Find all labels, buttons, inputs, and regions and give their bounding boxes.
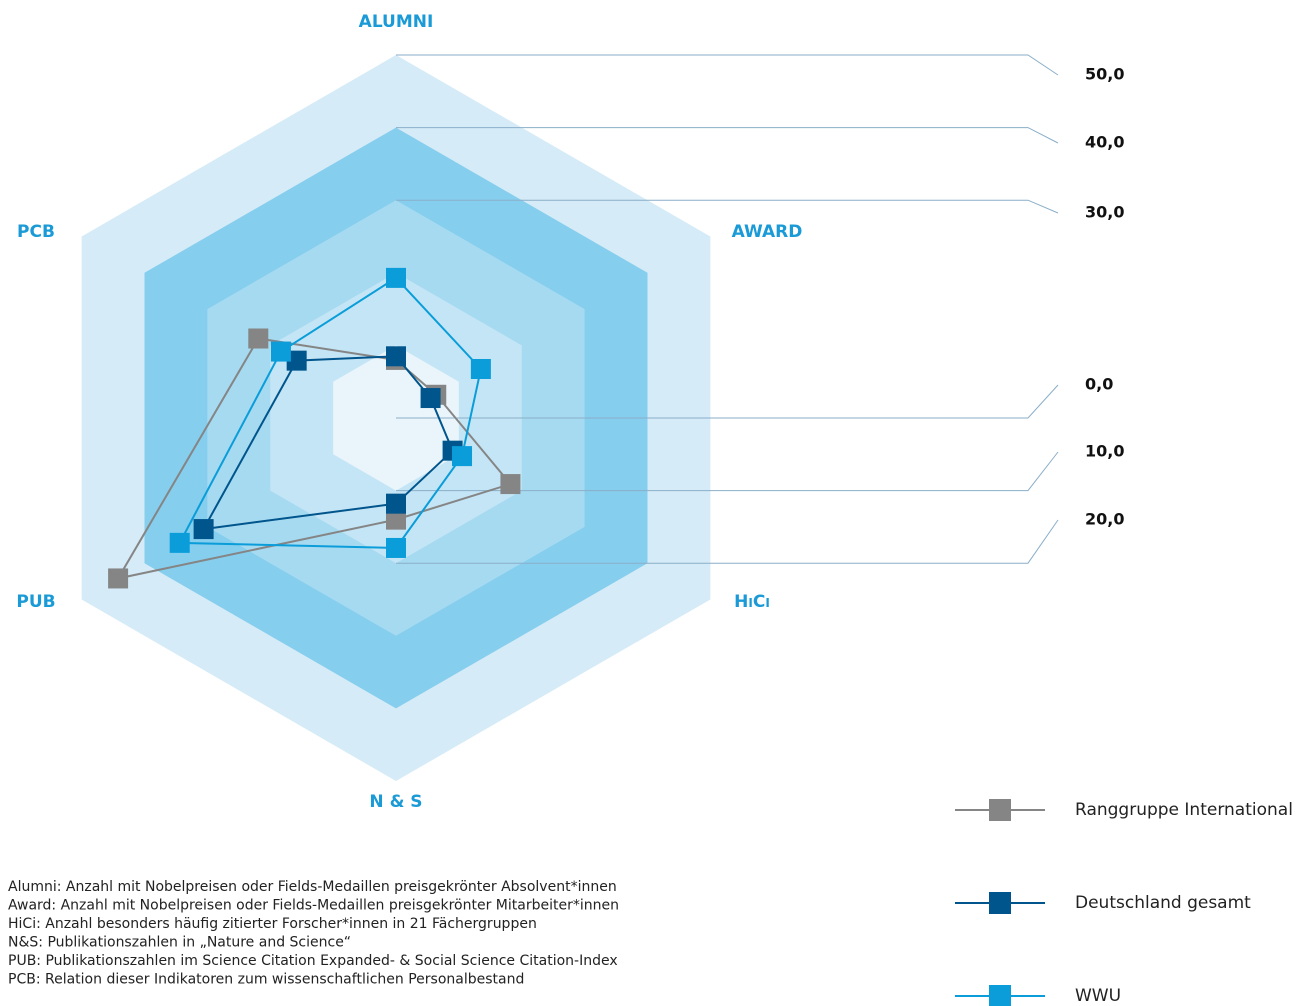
marker bbox=[286, 350, 307, 371]
tick-leader bbox=[396, 451, 1059, 492]
note: N&S: Publikationszahlen in „Nature and S… bbox=[8, 935, 351, 951]
marker bbox=[470, 358, 491, 379]
note: PUB: Publikationszahlen im Science Citat… bbox=[8, 953, 618, 969]
legend-marker bbox=[989, 799, 1011, 821]
marker bbox=[452, 446, 473, 467]
note: PCB: Relation dieser Indikatoren zum wis… bbox=[8, 972, 524, 988]
axis-label: PCB bbox=[17, 222, 55, 242]
marker bbox=[386, 493, 406, 514]
tick-label: 10,0 bbox=[1085, 442, 1124, 461]
marker bbox=[386, 537, 406, 558]
marker bbox=[420, 388, 441, 409]
tick-label: 40,0 bbox=[1085, 133, 1124, 152]
note: Award: Anzahl mit Nobelpreisen oder Fiel… bbox=[8, 898, 619, 914]
axis-label: ALUMNI bbox=[359, 12, 434, 32]
marker bbox=[169, 532, 190, 553]
marker bbox=[386, 509, 406, 530]
marker bbox=[248, 328, 269, 349]
tick-label: 0,0 bbox=[1085, 375, 1113, 394]
marker bbox=[193, 519, 214, 540]
tick-leader bbox=[396, 127, 1059, 144]
marker bbox=[386, 346, 406, 367]
tick-leader bbox=[396, 199, 1059, 214]
tick-label: 50,0 bbox=[1085, 65, 1124, 84]
note: Alumni: Anzahl mit Nobelpreisen oder Fie… bbox=[8, 879, 617, 895]
legend-label: WWU bbox=[1075, 986, 1121, 1006]
tick-leader bbox=[396, 384, 1059, 419]
axis-label: N & S bbox=[369, 792, 422, 812]
legend-label: Deutschland gesamt bbox=[1075, 893, 1251, 913]
axis-label: AWARD bbox=[732, 222, 803, 242]
marker bbox=[386, 267, 406, 288]
marker bbox=[500, 474, 521, 495]
legend-marker bbox=[989, 892, 1011, 914]
tick-label: 30,0 bbox=[1085, 203, 1124, 222]
tick-leader bbox=[396, 54, 1059, 76]
tick-leader bbox=[396, 519, 1059, 564]
note: HiCi: Anzahl besonders häufig zitierter … bbox=[8, 916, 537, 932]
legend-label: Ranggruppe International bbox=[1075, 800, 1293, 820]
axis-label: PUB bbox=[16, 592, 55, 612]
legend-marker bbox=[989, 985, 1011, 1006]
axis-label: HiCi bbox=[734, 592, 770, 612]
marker bbox=[270, 341, 291, 362]
marker bbox=[108, 568, 129, 589]
tick-label: 20,0 bbox=[1085, 510, 1124, 529]
